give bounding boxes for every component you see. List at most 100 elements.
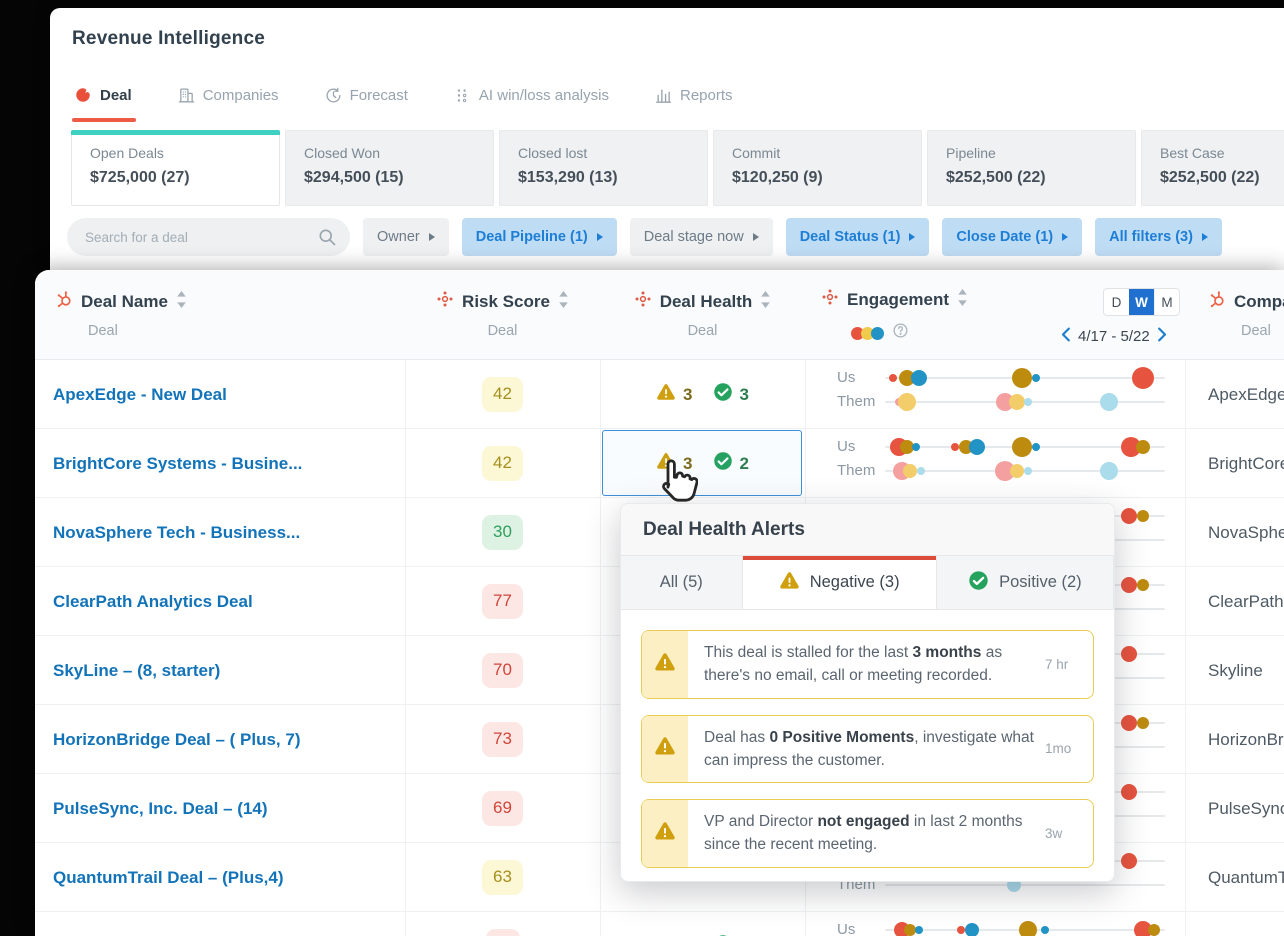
risk-score-cell: 63 [405,843,600,912]
column-title: Deal Name [81,291,168,311]
alert-stripe [642,800,688,867]
deal-name-link[interactable]: NovaSphere Tech - Business... [53,523,301,542]
sort-arrows-icon[interactable] [760,290,771,313]
company-cell[interactable]: ClearPath [1208,592,1284,611]
caret-right-icon [1062,233,1069,241]
company-cell[interactable]: QuantumTrail [1208,868,1284,887]
filter-button-deal-pipeline-1-[interactable]: Deal Pipeline (1) [461,218,617,256]
engagement-dot-blue [1040,926,1049,934]
help-question-icon[interactable] [892,322,909,344]
summary-card-closed-lost[interactable]: Closed lost $153,290 (13) [499,130,708,206]
filter-button-owner[interactable]: Owner [363,218,449,256]
table-row[interactable]: ApexEdge - New Deal 42 3 3 Us Them ApexEdge [35,360,1284,429]
risk-score-badge: 63 [482,860,523,895]
table-row[interactable]: BrightCore Systems - Busine... 42 3 2 Us Them… [35,429,1284,498]
deal-name-link[interactable]: ClearPath Analytics Deal [53,592,253,611]
toggle-m[interactable]: M [1154,289,1179,315]
caret-right-icon [752,233,759,241]
caret-right-icon [596,233,603,241]
summary-card-best-case[interactable]: Best Case $252,500 (22) [1141,130,1284,206]
company-cell[interactable]: Skyline [1208,661,1263,680]
company-cell[interactable]: HorizonBridge [1208,730,1284,749]
engagement-dot-lightblue [1023,467,1032,475]
engagement-dot-blue [1032,374,1041,382]
company-cell[interactable]: ApexEdge [1208,385,1284,404]
warning-icon [654,735,676,762]
alert-card[interactable]: Deal has 0 Positive Moments, investigate… [641,714,1094,783]
table-row[interactable]: QuantumTrail Deal – (Plus,4)63UsThemQuan… [35,843,1284,912]
risk-score-cell: 69 [405,774,600,843]
forecast-icon [325,87,342,104]
deal-name-link[interactable]: ApexEdge - New Deal [53,385,227,404]
sort-arrows-icon[interactable] [176,290,187,313]
risk-score-cell: 77 [405,567,600,636]
summary-card-pipeline[interactable]: Pipeline $252,500 (22) [927,130,1136,206]
alert-text-segment: This deal is stalled for the last [704,644,913,661]
engagement-dot-olive [1135,440,1150,454]
nav-tab-companies[interactable]: Companies [178,87,279,106]
deal-search[interactable] [67,218,350,256]
column-header-deal-health[interactable]: Deal Health Deal [600,290,805,380]
company-cell[interactable] [1185,912,1284,936]
popup-tab-all-5-[interactable]: All (5) [621,556,743,609]
popup-tab-negative-3-[interactable]: Negative (3) [742,556,937,609]
filter-button-label: Deal Status (1) [799,229,901,245]
deal-name-link[interactable]: HorizonBridge Deal – ( Plus, 7) [53,730,301,749]
nav-tab-forecast[interactable]: Forecast [325,87,408,106]
risk-score-badge [485,929,520,936]
filter-button-all-filters-3-[interactable]: All filters (3) [1095,218,1222,256]
risk-score-cell: 73 [405,705,600,774]
filter-button-deal-stage-now[interactable]: Deal stage now [629,218,773,256]
filter-button-label: Deal stage now [643,229,744,245]
summary-card-closed-won[interactable]: Closed Won $294,500 (15) [285,130,494,206]
engagement-dot-olive [1012,437,1033,457]
risk-score-cell: 42 [405,360,600,429]
legend-blue-dot [871,326,884,340]
column-header-risk-score[interactable]: Risk Score Deal [405,290,600,380]
deal-name-link[interactable]: QuantumTrail Deal – (Plus,4) [53,868,284,887]
engagement-dot-red [1133,921,1152,936]
summary-card-open-deals[interactable]: Open Deals $725,000 (27) [71,130,280,206]
deal-health-cell[interactable] [600,912,805,936]
engagement-dot-red [1120,853,1137,869]
nav-tab-ai-win-loss-analysis[interactable]: AI win/loss analysis [454,87,609,106]
summary-card-commit[interactable]: Commit $120,250 (9) [713,130,922,206]
column-header-deal-name[interactable]: Deal Name Deal [55,290,187,380]
summary-card-value: $294,500 (15) [304,169,404,186]
company-cell[interactable]: PulseSync [1208,799,1284,818]
chevron-right-icon[interactable] [1157,327,1168,346]
company-cell[interactable]: NovaSphere [1208,523,1284,542]
summary-card-value: $153,290 (13) [518,169,618,186]
summary-card-label: Closed Won [304,145,381,161]
table-body: ApexEdge - New Deal 42 3 3 Us Them ApexEdge Bri… [35,360,1284,936]
deal-name-link[interactable]: BrightCore Systems - Busine... [53,454,303,473]
warning-icon [654,651,676,678]
column-header-company[interactable]: Company Deal [1185,290,1284,380]
toggle-d[interactable]: D [1111,294,1122,310]
search-input[interactable] [67,218,350,256]
engagement-dot-olive [1136,510,1149,522]
filter-button-deal-status-1-[interactable]: Deal Status (1) [785,218,930,256]
sort-arrows-icon[interactable] [558,290,569,313]
toggle-w[interactable]: W [1129,289,1154,315]
alert-card[interactable]: This deal is stalled for the last 3 mont… [641,630,1094,699]
legend-red-dot [851,326,864,340]
chevron-left-icon[interactable] [1060,327,1071,346]
sort-arrows-icon[interactable] [957,288,968,311]
alert-timestamp: 3w [1045,825,1063,841]
filter-button-close-date-1-[interactable]: Close Date (1) [942,218,1083,256]
risk-score-badge: 42 [482,446,523,481]
ai-winloss-icon [454,87,471,104]
nav-tab-deal[interactable]: Deal [72,86,136,122]
alert-timestamp: 1mo [1045,741,1072,757]
nav-tab-reports[interactable]: Reports [655,87,733,106]
engagement-timeline [885,393,1165,411]
deal-name-link[interactable]: SkyLine – (8, starter) [53,661,221,680]
popup-tab-positive-2-[interactable]: Positive (2) [936,556,1115,609]
deal-name-link[interactable]: PulseSync, Inc. Deal – (14) [53,799,268,818]
alert-card[interactable]: VP and Director not engaged in last 2 mo… [641,799,1094,868]
company-cell[interactable]: BrightCore [1208,454,1284,473]
